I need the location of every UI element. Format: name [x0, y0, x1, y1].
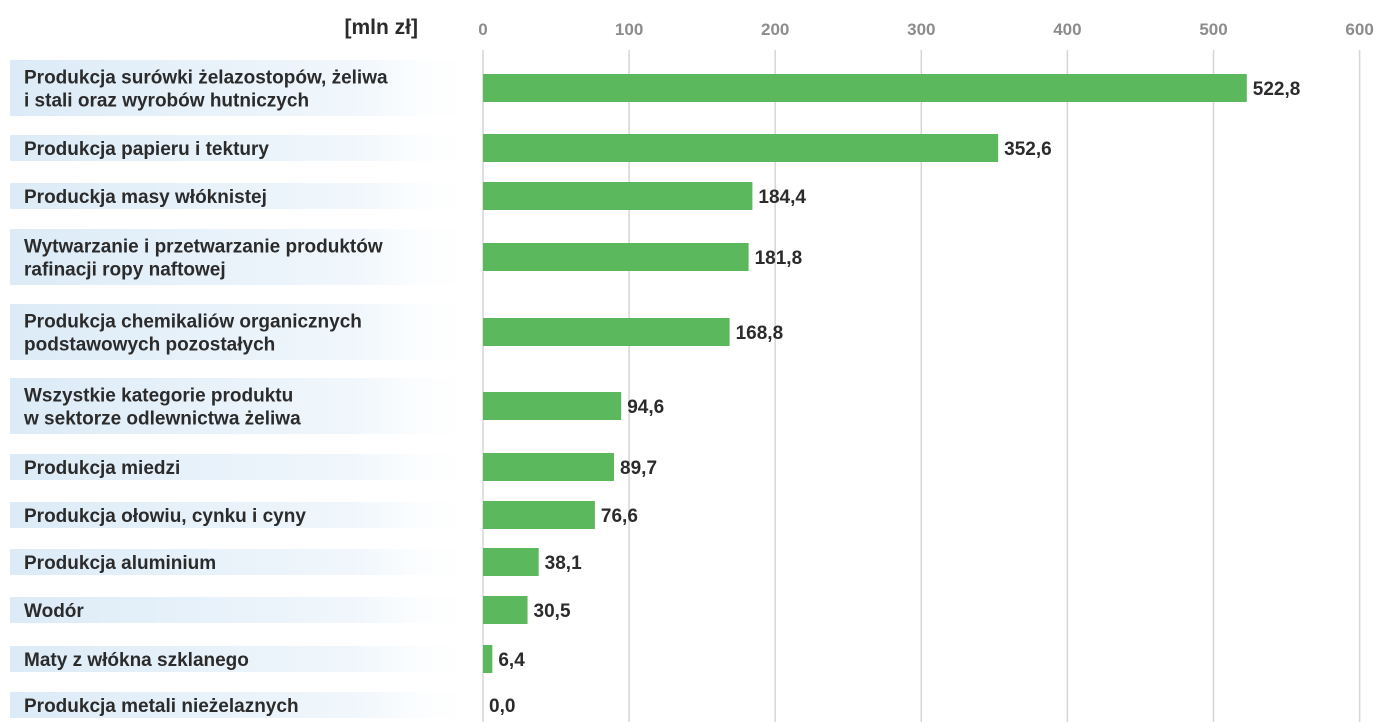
value-label: 352,6 — [1004, 139, 1052, 160]
value-label: 38,1 — [545, 553, 582, 574]
bar — [483, 548, 539, 576]
category-label: Wodór — [24, 601, 84, 622]
value-labels: 522,8 352,6 184,4 181,8 168,8 94,6 89,7 76,6 38,… — [489, 79, 1300, 717]
x-tick-label: 600 — [1345, 20, 1373, 39]
bar — [483, 645, 493, 673]
value-label: 6,4 — [498, 650, 525, 671]
category-label: w sektorze odlewnictwa żeliwa — [23, 409, 301, 430]
value-label: 76,6 — [601, 506, 638, 527]
category-labels: Produkcja surówki żelazostopów, żeliwai … — [10, 60, 480, 718]
category-label-background — [10, 692, 480, 718]
category-label-background — [10, 60, 480, 116]
bar — [483, 392, 622, 420]
bar — [483, 501, 595, 529]
bar — [483, 182, 753, 210]
category-label: rafinacji ropy naftowej — [24, 260, 226, 281]
x-tick-label: 400 — [1053, 20, 1081, 39]
value-label: 94,6 — [627, 397, 664, 418]
category-label: Produkcja papieru i tektury — [24, 139, 269, 160]
bar — [483, 453, 615, 481]
category-label: podstawowych pozostałych — [24, 335, 275, 356]
category-label: Maty z włókna szklanego — [24, 650, 249, 671]
category-label: Wszystkie kategorie produktu — [24, 386, 293, 407]
bar — [483, 596, 528, 624]
value-label: 522,8 — [1253, 79, 1301, 100]
x-tick-label: 300 — [907, 20, 935, 39]
unit-label: [mln zł] — [345, 16, 419, 39]
category-label: Produkcja chemikaliów organicznych — [24, 312, 362, 333]
category-label-background — [10, 183, 480, 209]
x-tick-label: 0 — [478, 20, 487, 39]
bar — [483, 134, 999, 162]
category-label: Produkcja ołowiu, cynku i cyny — [24, 506, 306, 527]
category-label-background — [10, 646, 480, 672]
bar — [483, 243, 749, 271]
category-label: Produkcja miedzi — [24, 458, 180, 479]
bar — [483, 318, 730, 346]
value-label: 181,8 — [755, 248, 803, 269]
bar — [483, 74, 1247, 102]
category-label: Produkcja metali nieżelaznych — [24, 696, 299, 717]
category-label: Produkcja aluminium — [24, 553, 216, 574]
category-label: i stali oraz wyrobów hutniczych — [24, 91, 309, 112]
value-label: 0,0 — [489, 696, 515, 717]
value-label: 89,7 — [620, 458, 657, 479]
value-label: 184,4 — [758, 187, 806, 208]
value-label: 168,8 — [736, 323, 784, 344]
category-label-background — [10, 502, 480, 528]
category-label-background — [10, 304, 480, 360]
value-label: 30,5 — [534, 601, 571, 622]
x-tick-label: 100 — [615, 20, 643, 39]
category-label-background — [10, 378, 480, 434]
category-label-background — [10, 549, 480, 575]
category-label: Produckja masy włóknistej — [24, 187, 267, 208]
category-label-background — [10, 229, 480, 285]
bars — [483, 74, 1247, 673]
x-tick-label: 500 — [1199, 20, 1227, 39]
category-label-background — [10, 597, 480, 623]
category-label: Produkcja surówki żelazostopów, żeliwa — [24, 68, 388, 89]
category-label-background — [10, 135, 480, 161]
x-axis-ticks: 0 100 200 300 400 500 600 — [478, 20, 1374, 39]
x-tick-label: 200 — [761, 20, 789, 39]
category-label: Wytwarzanie i przetwarzanie produktów — [24, 237, 383, 258]
category-label-background — [10, 454, 480, 480]
